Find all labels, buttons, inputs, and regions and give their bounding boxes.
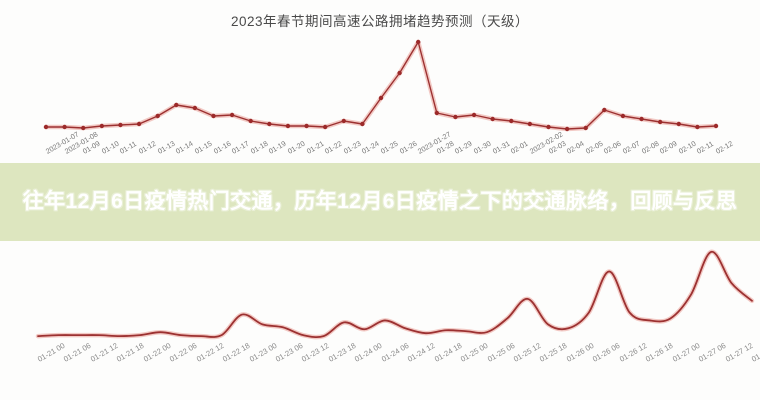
traffic-congestion-hourly-chart: 01-21 00 01-21 06 01-21 12 01-21 18 01-22 00…	[0, 232, 760, 400]
data-point-marker	[527, 121, 533, 127]
data-point-marker	[378, 95, 384, 101]
data-point-marker	[322, 124, 328, 130]
data-point-marker	[639, 116, 644, 122]
data-point-marker	[304, 123, 309, 129]
data-point-marker	[136, 121, 142, 127]
data-point-marker	[155, 113, 160, 119]
data-point-marker	[397, 70, 402, 76]
data-point-marker	[713, 123, 719, 129]
data-point-marker	[118, 122, 123, 128]
data-point-marker	[341, 118, 346, 124]
data-point-marker	[229, 112, 235, 118]
data-point-marker	[81, 125, 86, 131]
data-point-marker	[695, 124, 700, 130]
data-point-marker	[192, 105, 198, 111]
daily-line-glow	[43, 39, 719, 132]
data-point-marker	[248, 118, 253, 124]
data-point-marker	[99, 123, 105, 129]
daily-line-svg	[43, 39, 719, 132]
traffic-congestion-daily-chart: 2023年春节期间高速公路拥堵趋势预测（天级） 2023-01-07 2023-0…	[0, 0, 760, 190]
data-point-marker	[43, 124, 49, 130]
data-point-marker	[657, 119, 663, 125]
data-point-marker	[453, 114, 458, 120]
data-point-marker	[676, 121, 681, 127]
data-point-marker	[620, 113, 626, 119]
data-point-marker	[546, 124, 551, 130]
data-point-marker	[285, 123, 291, 129]
data-point-marker	[583, 125, 588, 131]
data-point-marker	[564, 126, 570, 132]
data-point-marker	[602, 107, 607, 113]
data-point-marker	[211, 113, 216, 119]
hourly-x-axis-labels: 01-21 00 01-21 06 01-21 12 01-21 18 01-22 00…	[0, 341, 760, 396]
data-point-marker	[509, 118, 514, 124]
daily-data-markers	[43, 39, 719, 132]
hourly-line-svg	[35, 249, 755, 340]
data-point-marker	[490, 116, 495, 122]
data-point-marker	[416, 39, 421, 45]
daily-line-plot-area	[0, 32, 760, 144]
hourly-line-path	[37, 250, 753, 339]
headline-banner-background	[0, 163, 760, 241]
data-point-marker	[174, 102, 179, 108]
data-point-marker	[471, 112, 477, 118]
data-point-marker	[267, 121, 272, 127]
chart-title-daily: 2023年春节期间高速公路拥堵趋势预测（天级）	[230, 14, 530, 29]
data-point-marker	[62, 124, 67, 130]
hourly-line-plot-area	[0, 238, 760, 348]
data-point-marker	[360, 121, 365, 127]
data-point-marker	[434, 110, 440, 116]
headline-banner-text: 往年12月6日疫情热门交通，历年12月6日疫情之下的交通脉络，回顾与反思	[22, 189, 738, 213]
